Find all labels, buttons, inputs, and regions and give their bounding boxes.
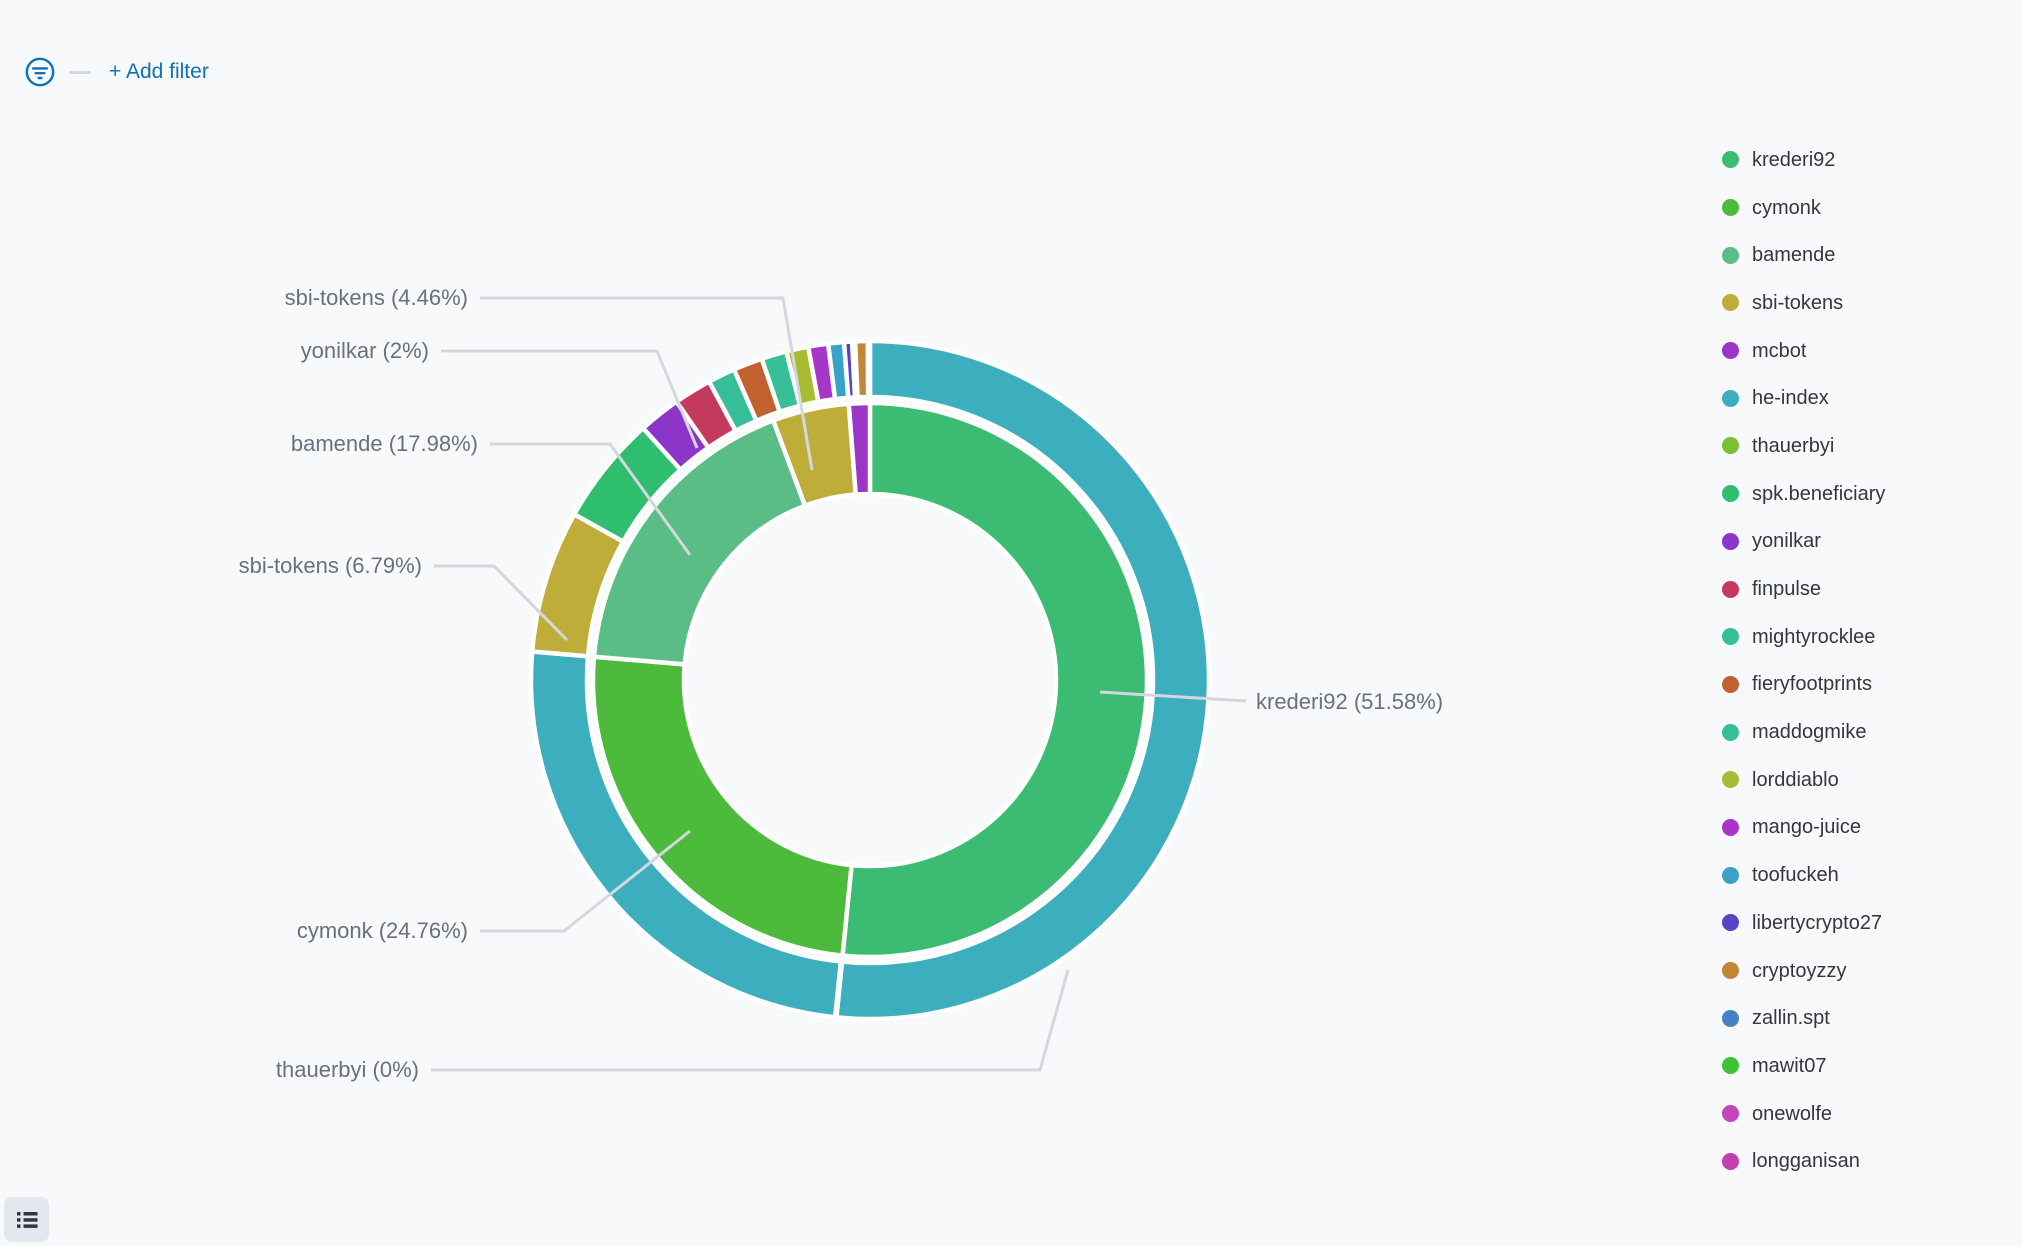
legend-item-thauerbyi[interactable]: thauerbyi [1722,422,2012,470]
legend-item-maddogmike[interactable]: maddogmike [1722,708,2012,756]
legend-color-dot [1722,199,1739,217]
legend-item-label: krederi92 [1752,148,1836,171]
legend-item-onewolfe[interactable]: onewolfe [1722,1090,2012,1138]
chart-segment-longganisan[interactable] [867,338,873,400]
legend-item-krederi92[interactable]: krederi92 [1722,136,2012,184]
legend-item-label: libertycrypto27 [1752,911,1883,934]
legend-item-libertycrypto27[interactable]: libertycrypto27 [1722,899,2012,947]
legend-item-mawit07[interactable]: mawit07 [1722,1042,2012,1090]
legend-color-dot [1722,675,1739,693]
callout-leader-line [480,296,814,471]
legend-color-dot [1722,962,1739,980]
filter-bar: + Add filter [25,56,209,88]
chart-legend: krederi92 cymonk bamende sbi-tokens mcbot he-… [1722,136,2012,1185]
slice-label: sbi-tokens (6.79%) [239,553,422,578]
callout-leader-line [434,564,569,642]
legend-item-label: fieryfootprints [1752,673,1873,696]
legend-item-label: maddogmike [1752,721,1867,744]
legend-item-label: longganisan [1752,1150,1860,1173]
legend-item-zallin.spt[interactable]: zallin.spt [1722,994,2012,1042]
legend-item-yonilkar[interactable]: yonilkar [1722,518,2012,566]
legend-color-dot [1722,818,1739,836]
chart-segment-mcbot[interactable] [846,400,873,497]
legend-item-cymonk[interactable]: cymonk [1722,184,2012,232]
legend-color-dot [1722,485,1739,503]
legend-color-dot [1722,1009,1739,1027]
legend-item-label: sbi-tokens [1752,291,1844,314]
legend-item-fieryfootprints[interactable]: fieryfootprints [1722,661,2012,709]
legend-color-dot [1722,723,1739,741]
slice-label: bamende (17.98%) [291,431,478,456]
legend-item-label: he-index [1752,387,1829,410]
legend-item-bamende[interactable]: bamende [1722,231,2012,279]
legend-item-label: thauerbyi [1752,434,1835,457]
legend-toggle-button[interactable] [4,1197,49,1242]
slice-label: sbi-tokens (4.46%) [285,285,468,310]
legend-item-label: bamende [1752,244,1836,267]
legend-item-label: zallin.spt [1752,1007,1830,1030]
legend-color-dot [1722,866,1739,884]
legend-item-spk.beneficiary[interactable]: spk.beneficiary [1722,470,2012,518]
legend-color-dot [1722,1057,1739,1075]
legend-item-mcbot[interactable]: mcbot [1722,327,2012,375]
legend-color-dot [1722,914,1739,932]
legend-item-label: mightyrocklee [1752,625,1876,648]
list-icon [16,1211,37,1228]
legend-item-longganisan[interactable]: longganisan [1722,1137,2012,1185]
legend-item-lorddiablo[interactable]: lorddiablo [1722,756,2012,804]
legend-item-cryptoyzzy[interactable]: cryptoyzzy [1722,947,2012,995]
slice-label: thauerbyi (0%) [276,1057,419,1082]
legend-color-dot [1722,437,1739,455]
legend-color-dot [1722,342,1739,360]
legend-color-dot [1722,1152,1739,1170]
legend-item-label: yonilkar [1752,530,1821,553]
legend-color-dot [1722,389,1739,407]
slice-label: cymonk (24.76%) [297,918,468,943]
legend-item-label: cymonk [1752,196,1821,219]
legend-color-dot [1722,771,1739,789]
legend-item-mango-juice[interactable]: mango-juice [1722,804,2012,852]
legend-item-label: finpulse [1752,578,1821,601]
slice-label: yonilkar (2%) [301,338,429,363]
callout-leader-line [480,829,691,933]
filter-icon[interactable] [25,57,55,87]
legend-color-dot [1722,294,1739,312]
legend-item-label: cryptoyzzy [1752,959,1847,982]
legend-color-dot [1722,151,1739,169]
legend-color-dot [1722,628,1739,646]
legend-color-dot [1722,580,1739,598]
legend-item-he-index[interactable]: he-index [1722,374,2012,422]
legend-item-label: toofuckeh [1752,864,1839,887]
legend-item-mightyrocklee[interactable]: mightyrocklee [1722,613,2012,661]
callout-leader-line [431,969,1070,1072]
legend-item-label: mango-juice [1752,816,1861,839]
legend-item-label: mawit07 [1752,1054,1827,1077]
legend-color-dot [1722,1105,1739,1123]
legend-item-toofuckeh[interactable]: toofuckeh [1722,851,2012,899]
legend-item-label: lorddiablo [1752,768,1839,791]
legend-item-finpulse[interactable]: finpulse [1722,565,2012,613]
legend-color-dot [1722,532,1739,550]
chart-segment-he-index[interactable] [834,338,1212,1022]
legend-item-label: spk.beneficiary [1752,482,1886,505]
callout-leader-line [490,442,692,556]
legend-item-label: mcbot [1752,339,1807,362]
slice-label: krederi92 (51.58%) [1256,689,1443,714]
filter-bar-separator [69,70,91,74]
legend-item-label: onewolfe [1752,1102,1833,1125]
callout-leader-line [1099,690,1247,703]
legend-item-sbi-tokens[interactable]: sbi-tokens [1722,279,2012,327]
callout-leader-line [441,349,699,449]
chart-segment-cymonk[interactable] [590,654,854,958]
legend-color-dot [1722,246,1739,264]
chart-segment-krederi92[interactable] [840,400,1150,960]
add-filter-button[interactable]: + Add filter [109,60,209,83]
